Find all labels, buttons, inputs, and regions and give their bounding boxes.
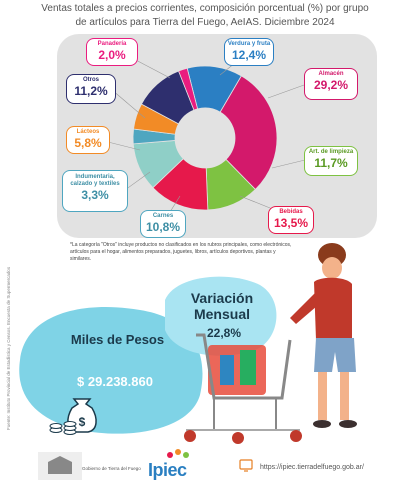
- label-verdura-value: 12,4%: [231, 48, 267, 62]
- label-limpieza: Art. de limpieza 11,7%: [304, 146, 358, 176]
- web-icon: [239, 459, 253, 472]
- label-carnes-name: Carnes: [152, 213, 174, 219]
- ipiec-logo-mark: [167, 449, 189, 458]
- label-limpieza-name: Art. de limpieza: [308, 149, 354, 155]
- label-panaderia-name: Panadería: [97, 41, 127, 47]
- variacion-title: Variación Mensual: [190, 290, 254, 322]
- leader-limpieza: [271, 159, 306, 169]
- label-lacteos: Lácteos 5,8%: [66, 126, 110, 154]
- leader-indumentaria: [124, 171, 151, 191]
- label-otros-value: 11,2%: [74, 84, 108, 98]
- teal-blob-small: [165, 276, 277, 356]
- person-illustration: [290, 243, 357, 428]
- variacion-value: 22,8%: [206, 326, 242, 340]
- label-almacen-name: Almacén: [318, 71, 344, 77]
- label-indumentaria-name: Indumentaria, calzado y textiles: [70, 174, 120, 187]
- label-lacteos-value: 5,8%: [74, 136, 102, 150]
- title-line-1: Ventas totales a precios corrientes, com…: [41, 3, 369, 14]
- leader-otros: [111, 89, 146, 119]
- leader-lacteos: [107, 141, 141, 151]
- donut-hole: [175, 108, 235, 168]
- coins-icon: [49, 421, 77, 435]
- gov-text: Gobierno de Tierra del Fuego: [82, 466, 141, 471]
- label-carnes-value: 10,8%: [145, 220, 181, 234]
- miles-value: $ 29.238.860: [77, 374, 153, 389]
- leader-almacen: [267, 84, 305, 99]
- svg-text:$: $: [79, 415, 86, 429]
- source-note: Fuente: Instituto Provincial de Estadíst…: [6, 266, 14, 430]
- title-line-2: de artículos para Tierra del Fuego, AeIA…: [75, 17, 335, 28]
- label-almacen: Almacén 29,2%: [304, 68, 358, 100]
- label-bebidas-name: Bebidas: [279, 209, 303, 215]
- footnote: *La categoría "Otros" incluye productos …: [70, 242, 292, 262]
- label-verdura: Verdura y fruta 12,4%: [224, 38, 274, 66]
- leader-carnes: [169, 195, 181, 213]
- label-indumentaria: Indumentaria, calzado y textiles 3,3%: [62, 170, 128, 212]
- label-verdura-name: Verdura y fruta: [227, 41, 271, 47]
- miles-title: Miles de Pesos: [70, 332, 165, 347]
- chart-title: Ventas totales a precios corrientes, com…: [40, 2, 370, 30]
- gov-logo: [38, 452, 82, 480]
- label-almacen-value: 29,2%: [313, 78, 349, 92]
- label-carnes: Carnes 10,8%: [140, 210, 186, 238]
- shopping-cart-icon: [184, 333, 302, 444]
- source-text: Fuente: Instituto Provincial de Estadíst…: [6, 266, 11, 430]
- label-bebidas-value: 13,5%: [273, 216, 309, 230]
- label-otros-name: Otros: [82, 77, 99, 83]
- ipiec-logo: Ipiec: [148, 460, 187, 480]
- label-otros: Otros 11,2%: [66, 74, 116, 104]
- donut-slices: [132, 65, 278, 211]
- label-indumentaria-value: 3,3%: [81, 188, 109, 202]
- label-panaderia-value: 2,0%: [98, 48, 126, 62]
- label-lacteos-name: Lácteos: [76, 129, 100, 135]
- teal-blob-large: [19, 307, 203, 434]
- label-panaderia: Panadería 2,0%: [86, 38, 138, 66]
- label-limpieza-value: 11,7%: [314, 156, 348, 170]
- label-bebidas: Bebidas 13,5%: [268, 206, 314, 234]
- leader-panaderia: [131, 57, 171, 79]
- website-link[interactable]: https://ipiec.tierradelfuego.gob.ar/: [260, 464, 364, 471]
